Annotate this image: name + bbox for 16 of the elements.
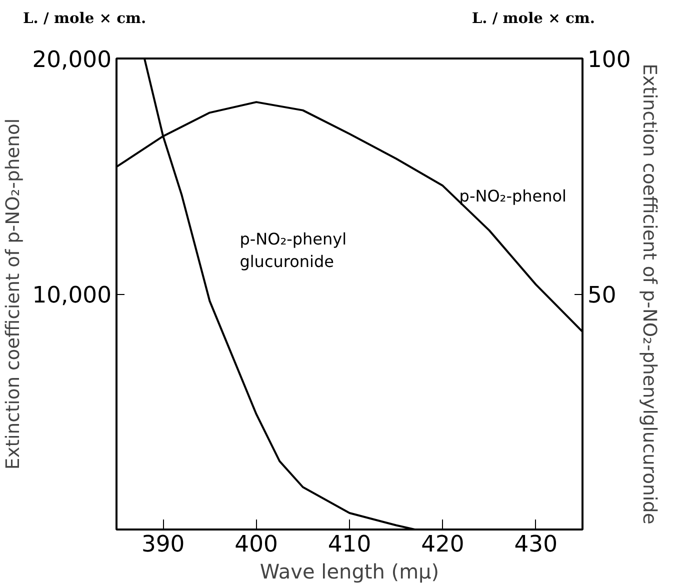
y2-axis-title: Extinction coefficient of p-NO₂-phenylglucuronide	[638, 64, 660, 524]
y-tick-label: 20,000	[32, 47, 112, 73]
x-tick-label: 410	[328, 532, 372, 558]
y-tick-label: 10,000	[32, 282, 112, 308]
y-axis-title: Extinction coefficient of p-NO₂-phenol	[3, 118, 24, 470]
text: L. / mole × cm.	[23, 9, 146, 29]
series-label: p-NO₂-phenol	[459, 186, 567, 206]
y2-tick-label: 100	[588, 47, 631, 73]
x-tick-label: 430	[514, 532, 558, 558]
text: p-NO₂-phenyl glucuronide	[240, 229, 347, 272]
x-tick-label: 400	[234, 532, 278, 558]
y2-tick-label: 50	[588, 282, 616, 308]
x-axis-title: Wave length (mμ)	[260, 560, 440, 584]
x-tick-label: 420	[421, 532, 464, 558]
x-tick-label: 390	[141, 532, 185, 558]
text: L. / mole × cm.	[472, 9, 595, 29]
